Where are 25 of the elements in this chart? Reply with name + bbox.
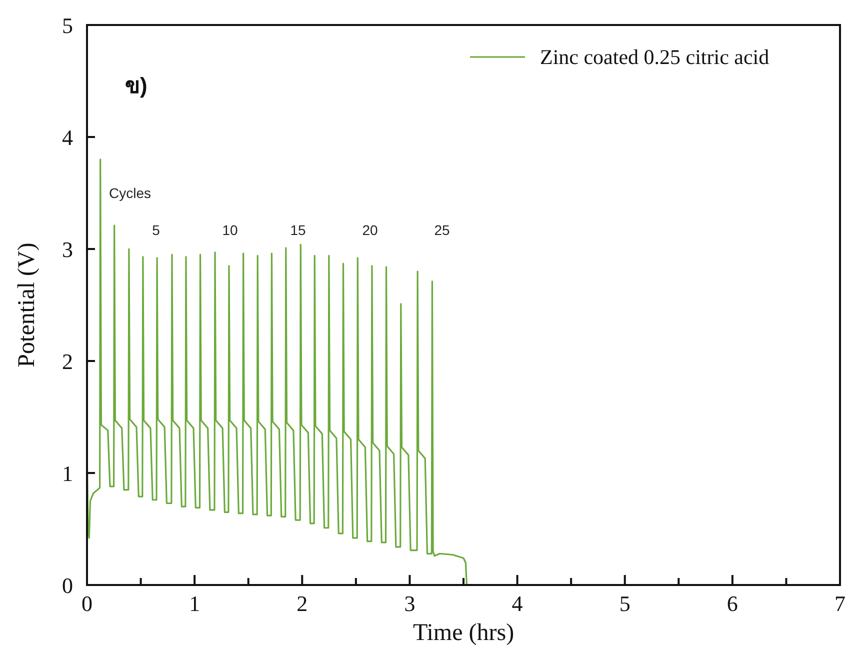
annotation: 25: [434, 222, 450, 238]
annotation: 10: [222, 222, 238, 238]
annotation: 15: [290, 222, 306, 238]
annotation: 5: [152, 222, 160, 238]
legend-label: Zinc coated 0.25 citric acid: [540, 45, 770, 69]
y-tick-label: 5: [62, 13, 73, 38]
x-tick-label: 6: [726, 591, 738, 616]
x-axis-title: Time (hrs): [412, 620, 514, 646]
x-tick-label: 4: [512, 591, 523, 616]
annotation: 20: [362, 222, 378, 238]
x-tick-label: 5: [619, 591, 630, 616]
x-tick-label: 0: [82, 591, 92, 616]
x-tick-label: 3: [404, 591, 416, 616]
line-series: [87, 158, 468, 585]
annotation: ข): [125, 73, 148, 98]
x-tick-label: 1: [189, 591, 200, 616]
x-tick-label: 2: [296, 591, 308, 616]
y-tick-label: 2: [62, 349, 73, 374]
annotation: Cycles: [108, 185, 152, 201]
y-tick-label: 1: [62, 461, 73, 486]
y-tick-label: 0: [62, 573, 73, 598]
y-tick-label: 4: [62, 125, 73, 150]
y-tick-label: 3: [62, 237, 73, 262]
x-tick-label: 7: [834, 591, 846, 616]
y-axis-title: Potential (V): [14, 242, 40, 368]
